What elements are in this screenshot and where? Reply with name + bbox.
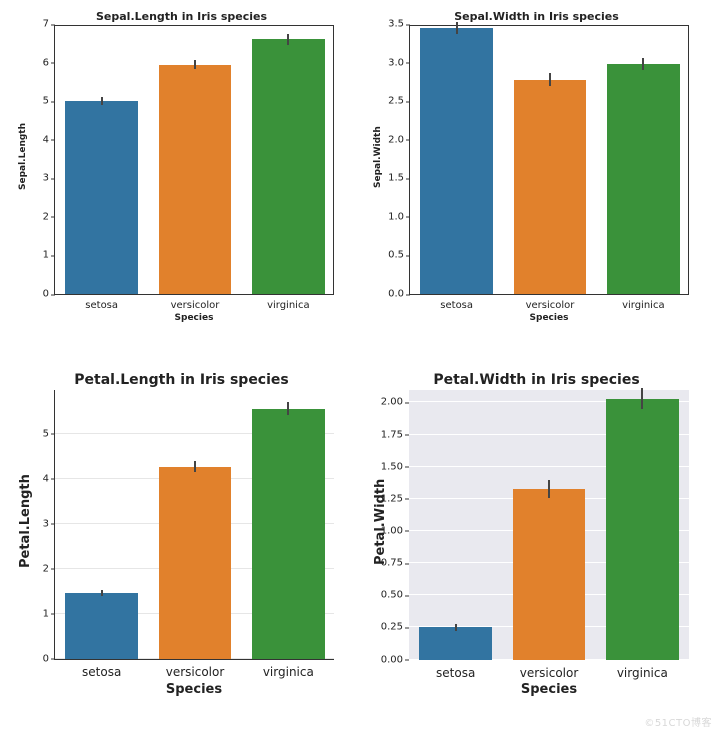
y-tick-label: 0.00 xyxy=(381,654,409,665)
y-tick-label: 1.50 xyxy=(381,461,409,472)
x-tick-label: versicolor xyxy=(171,294,220,311)
y-axis-label: Sepal.Width xyxy=(373,126,383,188)
errorbar-virginica xyxy=(287,34,289,46)
y-tick-label: 1 xyxy=(43,608,55,619)
x-axis-label: Species xyxy=(54,313,334,323)
y-tick-label: 0.0 xyxy=(388,289,410,300)
y-tick-label: 0.50 xyxy=(381,590,409,601)
chart-petal-width: Petal.Width in Iris speciesPetal.Width0.… xyxy=(365,372,708,722)
y-tick-label: 2.0 xyxy=(388,134,410,145)
y-tick-label: 3 xyxy=(43,518,55,529)
x-tick-label: versicolor xyxy=(520,660,579,680)
y-axis-label: Petal.Length xyxy=(18,474,33,568)
plot-area: 0.00.51.01.52.02.53.03.5setosaversicolor… xyxy=(409,25,689,295)
errorbar-setosa xyxy=(455,624,457,632)
y-tick-label: 3.5 xyxy=(388,19,410,30)
chart-title: Petal.Length in Iris species xyxy=(10,372,353,388)
y-tick-label: 7 xyxy=(43,19,55,30)
x-tick-label: virginica xyxy=(263,659,314,679)
bar-versicolor xyxy=(513,489,586,660)
bar-virginica xyxy=(252,39,325,294)
chart-sepal-length: Sepal.Length in Iris species Sepal.Length… xyxy=(10,10,353,360)
x-tick-label: virginica xyxy=(267,294,310,311)
y-tick-label: 2.5 xyxy=(388,96,410,107)
y-axis-label: Petal.Width xyxy=(373,478,388,564)
watermark-text: ©51CTO博客 xyxy=(644,714,712,729)
x-tick-label: virginica xyxy=(622,294,665,311)
y-tick-label: 4 xyxy=(43,473,55,484)
chart-title: Sepal.Width in Iris species xyxy=(365,10,708,23)
x-tick-label: virginica xyxy=(617,660,668,680)
plot-area: 0.000.250.500.751.001.251.501.752.00seto… xyxy=(409,390,689,660)
bar-versicolor xyxy=(514,80,587,294)
errorbar-virginica xyxy=(642,58,644,70)
chart-title: Sepal.Length in Iris species xyxy=(10,10,353,23)
bar-setosa xyxy=(65,593,138,659)
x-tick-label: setosa xyxy=(85,294,118,311)
y-tick-label: 1 xyxy=(43,250,55,261)
y-tick-label: 5 xyxy=(43,428,55,439)
x-axis-label: Species xyxy=(409,313,689,323)
plot-area: 012345setosaversicolorvirginica xyxy=(54,390,334,660)
chart-title: Petal.Width in Iris species xyxy=(365,372,708,388)
y-tick-label: 2 xyxy=(43,563,55,574)
plot-area: 01234567setosaversicolorvirginica xyxy=(54,25,334,295)
y-tick-label: 4 xyxy=(43,134,55,145)
y-tick-label: 1.25 xyxy=(381,493,409,504)
y-tick-label: 3 xyxy=(43,173,55,184)
x-axis-label: Species xyxy=(409,682,689,697)
errorbar-setosa xyxy=(456,22,458,34)
x-tick-label: setosa xyxy=(440,294,473,311)
y-tick-label: 6 xyxy=(43,57,55,68)
errorbar-virginica xyxy=(641,388,643,409)
y-tick-label: 2.00 xyxy=(381,397,409,408)
errorbar-versicolor xyxy=(548,480,550,498)
errorbar-versicolor xyxy=(549,73,551,85)
y-tick-label: 5 xyxy=(43,96,55,107)
y-tick-label: 0 xyxy=(43,289,55,300)
bar-virginica xyxy=(607,64,680,294)
bar-virginica xyxy=(606,399,679,660)
y-tick-label: 3.0 xyxy=(388,57,410,68)
x-tick-label: versicolor xyxy=(166,659,225,679)
bar-setosa xyxy=(420,28,493,294)
x-tick-label: setosa xyxy=(82,659,121,679)
bar-virginica xyxy=(252,409,325,659)
errorbar-setosa xyxy=(101,590,103,595)
y-tick-label: 2 xyxy=(43,211,55,222)
bar-versicolor xyxy=(159,65,232,295)
errorbar-setosa xyxy=(101,97,103,105)
y-tick-label: 0.5 xyxy=(388,250,410,261)
bar-versicolor xyxy=(159,467,232,659)
y-tick-label: 1.0 xyxy=(388,211,410,222)
y-tick-label: 0.25 xyxy=(381,622,409,633)
x-tick-label: setosa xyxy=(436,660,475,680)
bar-setosa xyxy=(419,627,492,659)
y-tick-label: 1.00 xyxy=(381,525,409,536)
chart-sepal-width: Sepal.Width in Iris species Sepal.Width 0.… xyxy=(365,10,708,360)
errorbar-versicolor xyxy=(194,60,196,69)
y-tick-label: 0 xyxy=(43,653,55,664)
y-tick-label: 0.75 xyxy=(381,558,409,569)
y-axis-label: Sepal.Length xyxy=(18,123,28,190)
y-tick-label: 1.5 xyxy=(388,173,410,184)
errorbar-versicolor xyxy=(194,461,196,472)
y-tick-label: 1.75 xyxy=(381,429,409,440)
chart-petal-length: Petal.Length in Iris species Petal.Length… xyxy=(10,372,353,722)
x-tick-label: versicolor xyxy=(526,294,575,311)
x-axis-label: Species xyxy=(54,682,334,697)
errorbar-virginica xyxy=(287,402,289,415)
bar-setosa xyxy=(65,101,138,294)
